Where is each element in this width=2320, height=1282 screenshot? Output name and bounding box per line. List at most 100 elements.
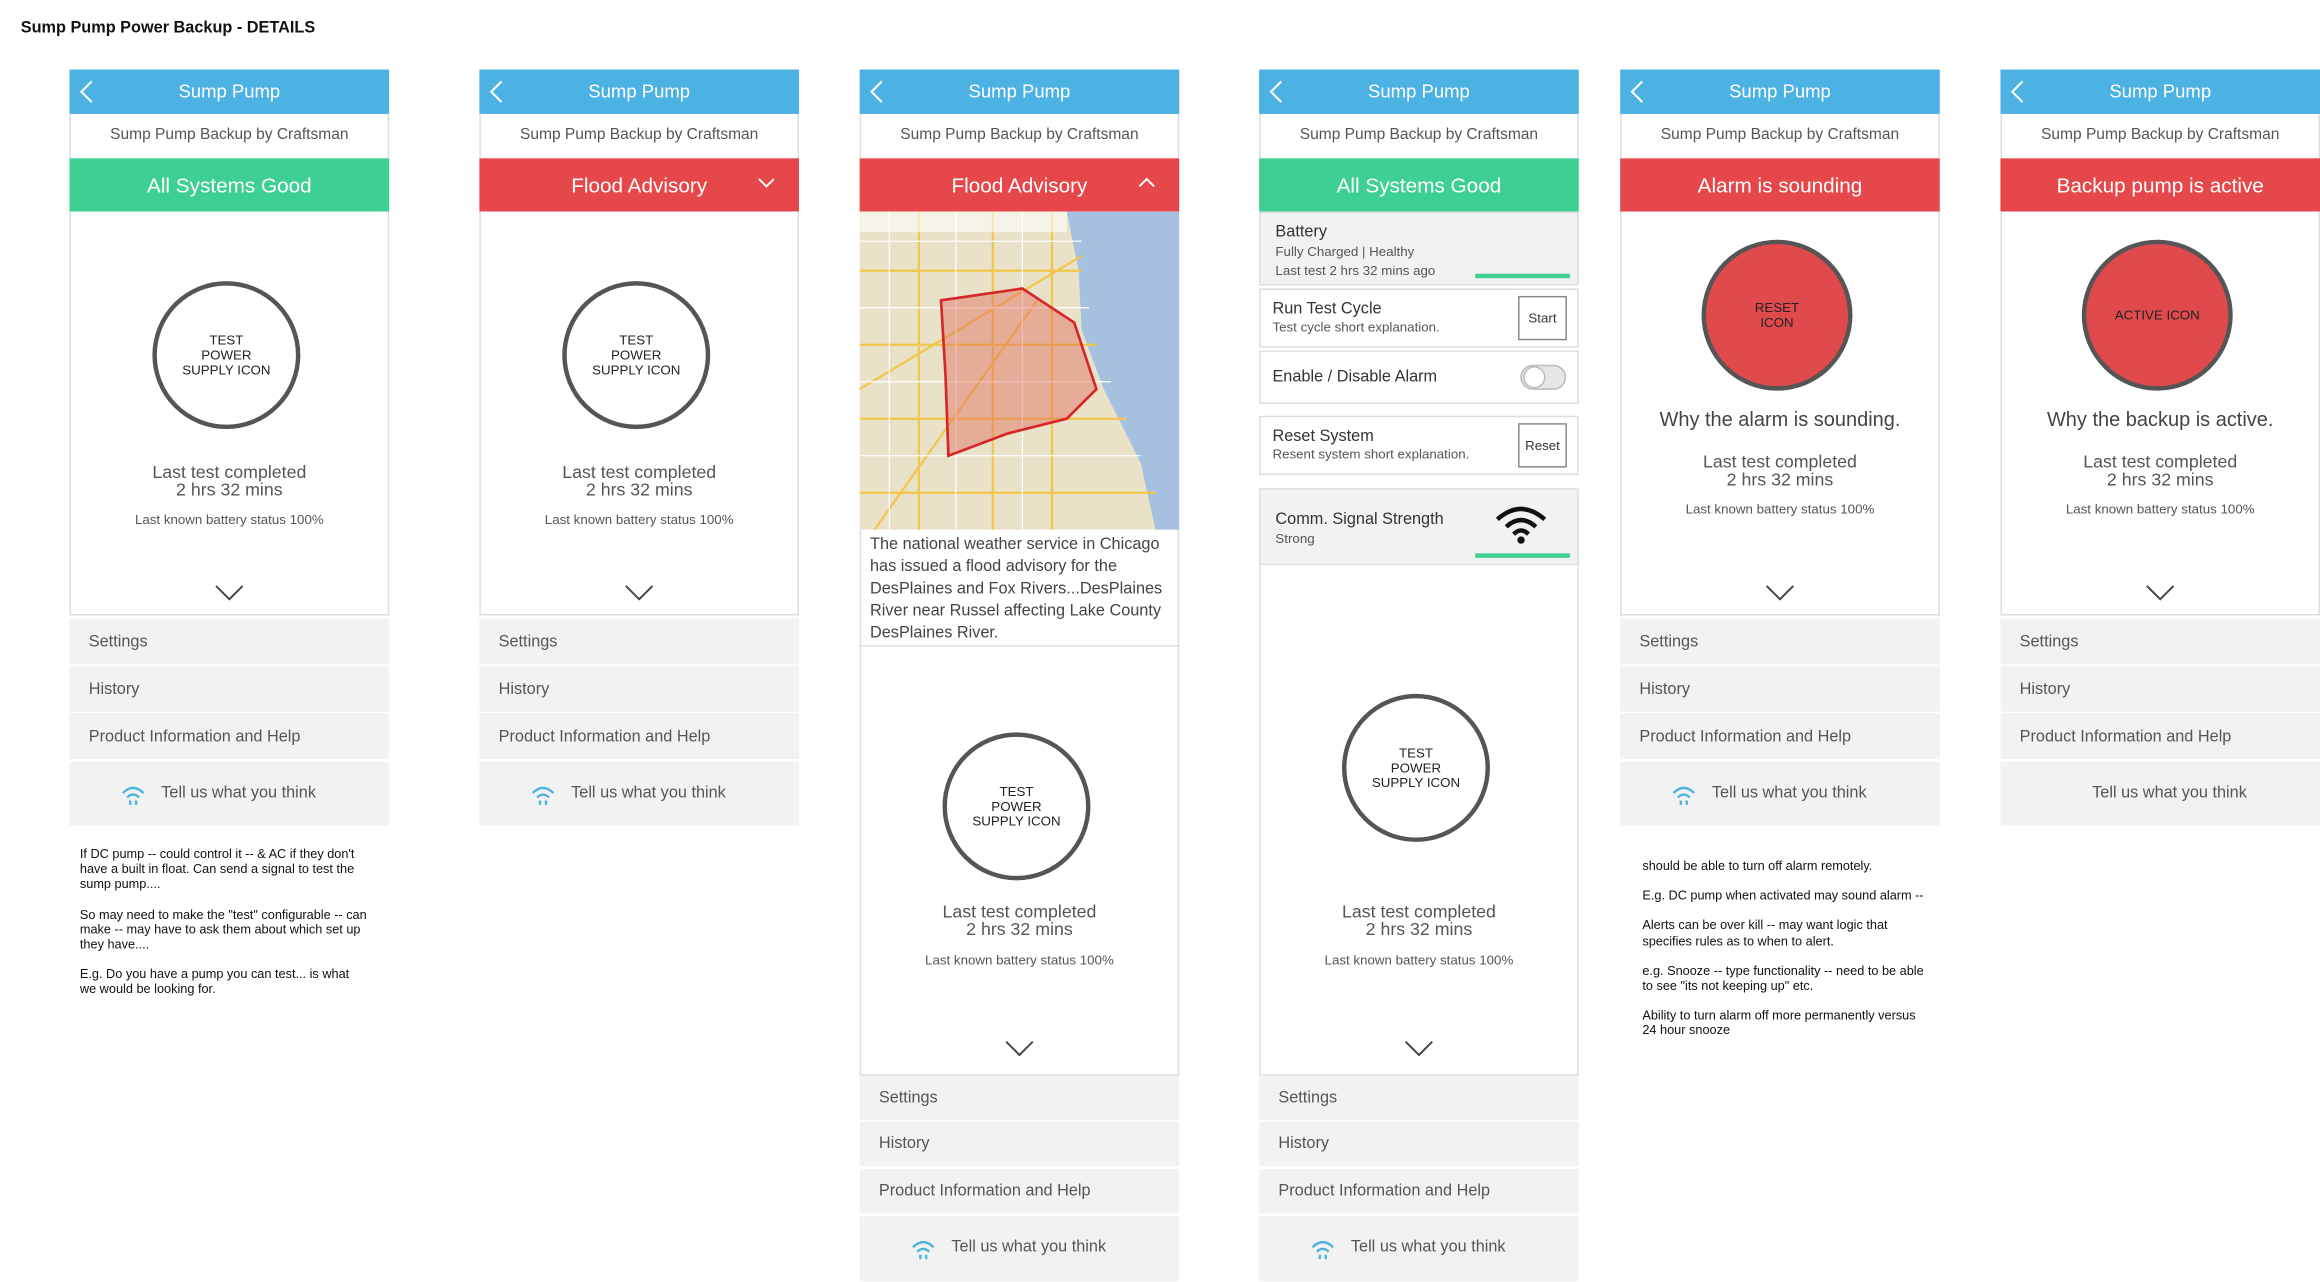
status-text: Flood Advisory <box>571 173 708 197</box>
menu-item[interactable]: Settings <box>1259 1075 1579 1121</box>
alarm-toggle[interactable] <box>1520 364 1567 398</box>
last-test: Last test completed <box>562 461 717 483</box>
control-title: Comm. Signal Strength <box>1275 510 1444 529</box>
status-bar[interactable]: Flood Advisory <box>859 158 1180 212</box>
chevron <box>1138 177 1155 188</box>
feedback-button[interactable]: Tell us what you think <box>69 761 390 826</box>
status-bar[interactable]: Flood Advisory <box>479 158 799 212</box>
status-icon[interactable]: RESET ICON <box>1701 239 1853 391</box>
status-icon[interactable]: TEST POWER SUPPLY ICON <box>942 732 1091 881</box>
expand-chevron[interactable] <box>2144 581 2177 608</box>
status-bar-indicator <box>1475 273 1570 279</box>
nav-bar: Sump Pump <box>479 69 799 114</box>
feedback-button[interactable]: Tell us what you think <box>2000 761 2320 826</box>
menu-item[interactable]: History <box>859 1121 1180 1166</box>
control-title: Reset System <box>1272 427 1374 446</box>
expand-chevron[interactable] <box>1403 1037 1436 1064</box>
back-button-svg <box>870 80 883 103</box>
status-icon[interactable]: TEST POWER SUPPLY ICON <box>152 281 301 430</box>
menu-item[interactable]: Product Information and Help <box>859 1168 1180 1214</box>
expand-chevron[interactable] <box>213 581 246 608</box>
feedback-button[interactable]: Tell us what you think <box>859 1216 1180 1282</box>
battery-status: Last known battery status 100% <box>544 511 734 527</box>
note-paragraph: E.g. Do you have a pump you can test... … <box>79 966 350 997</box>
icon-label-line: SUPPLY ICON <box>972 813 1061 829</box>
menu-item[interactable]: Product Information and Help <box>1259 1168 1579 1214</box>
menu-item[interactable]: Settings <box>2000 618 2320 665</box>
battery-status: Last known battery status 100% <box>1685 501 1875 517</box>
menu-item[interactable]: Product Information and Help <box>1620 713 1940 760</box>
expand-chevron-svg <box>2146 585 2175 601</box>
menu-item[interactable]: History <box>69 665 390 712</box>
back-button[interactable] <box>1268 80 1286 111</box>
expand-chevron-svg <box>625 585 654 601</box>
control-title: Battery <box>1275 223 1327 242</box>
status-chevron-svg <box>1138 177 1155 188</box>
menu-item[interactable]: Product Information and Help <box>479 713 799 760</box>
menu-label: Product Information and Help <box>1278 1182 1491 1200</box>
control-button[interactable]: Start <box>1518 295 1567 341</box>
subtitle: Sump Pump Backup by Craftsman <box>479 113 799 159</box>
subtitle: Sump Pump Backup by Craftsman <box>2000 113 2320 159</box>
menu-item[interactable]: History <box>2000 665 2320 712</box>
menu-item[interactable]: History <box>1620 665 1940 712</box>
subtitle: Sump Pump Backup by Craftsman <box>859 113 1180 159</box>
last-test: 2 hrs 32 mins <box>585 479 693 501</box>
note-paragraph: So may need to make the "test" configura… <box>79 906 367 952</box>
alarm-toggle-svg <box>1520 364 1567 390</box>
last-test: Last test completed <box>1702 451 1857 472</box>
status-icon[interactable]: TEST POWER SUPPLY ICON <box>562 281 711 430</box>
status-chevron <box>756 176 777 204</box>
expand-chevron[interactable] <box>1764 581 1797 608</box>
last-test: 2 hrs 32 mins <box>966 918 1073 940</box>
icon-label-line: SUPPLY ICON <box>592 362 681 378</box>
expand-chevron[interactable] <box>1003 1037 1036 1064</box>
back-button[interactable] <box>78 80 96 111</box>
feedback-button[interactable]: Tell us what you think <box>1620 761 1940 826</box>
note-paragraph: If DC pump -- could control it -- & AC i… <box>79 846 355 892</box>
menu-item[interactable]: Settings <box>479 618 799 665</box>
back-button[interactable] <box>869 80 887 111</box>
back-button[interactable] <box>488 80 506 111</box>
menu-label: History <box>2019 679 2071 698</box>
battery-status: Last known battery status 100% <box>2065 501 2255 517</box>
feedback-icon-svg <box>121 785 145 805</box>
menu-item[interactable]: Settings <box>1620 618 1940 665</box>
status-bar-indicator <box>1475 553 1570 558</box>
menu-label: Product Information and Help <box>2019 727 2232 745</box>
battery-status: Last known battery status 100% <box>1324 952 1514 968</box>
back-button[interactable] <box>1629 80 1647 111</box>
control-row: Enable / Disable Alarm <box>1259 350 1579 404</box>
menu-item[interactable]: Settings <box>859 1075 1180 1121</box>
status-text: All Systems Good <box>147 173 312 197</box>
menu-item[interactable]: Product Information and Help <box>69 713 390 760</box>
icon-label-line: SUPPLY ICON <box>1371 775 1461 791</box>
menu-item[interactable]: History <box>1259 1121 1579 1166</box>
menu-item[interactable]: Settings <box>69 618 390 665</box>
feedback-icon <box>120 782 147 813</box>
menu-item[interactable]: Product Information and Help <box>2000 713 2320 760</box>
control-extra: Last test 2 hrs 32 mins ago <box>1275 263 1436 279</box>
last-test: 2 hrs 32 mins <box>176 479 283 501</box>
wifi-icon <box>1494 505 1547 554</box>
control-button[interactable]: Reset <box>1518 423 1567 468</box>
feedback-button[interactable]: Tell us what you think <box>1259 1216 1579 1282</box>
nav-title: Sump Pump <box>968 81 1071 103</box>
last-test: Last test completed <box>152 461 307 483</box>
back-button[interactable] <box>2009 80 2027 111</box>
advisory-text: The national weather service in Chicago … <box>859 529 1180 647</box>
phone-screen: Sump Pump Sump Pump Backup by Craftsman Fl… <box>859 0 1180 1282</box>
expand-chevron[interactable] <box>623 581 656 608</box>
wifi-icon-svg <box>1495 506 1547 544</box>
feedback-button[interactable]: Tell us what you think <box>479 761 799 826</box>
status-icon[interactable]: ACTIVE ICON <box>2081 239 2233 391</box>
menu-item[interactable]: History <box>479 665 799 712</box>
control-title: Enable / Disable Alarm <box>1272 368 1438 387</box>
feedback-icon-svg <box>1311 1240 1334 1260</box>
menu-label: Settings <box>1278 1088 1338 1107</box>
chevron <box>2146 585 2175 601</box>
feedback-label: Tell us what you think <box>161 783 316 802</box>
phone-screen: Sump Pump Sump Pump Backup by Craftsman Ba… <box>2000 0 2320 1281</box>
status-icon[interactable]: TEST POWER SUPPLY ICON <box>1341 693 1490 842</box>
nav-title: Sump Pump <box>178 81 281 103</box>
